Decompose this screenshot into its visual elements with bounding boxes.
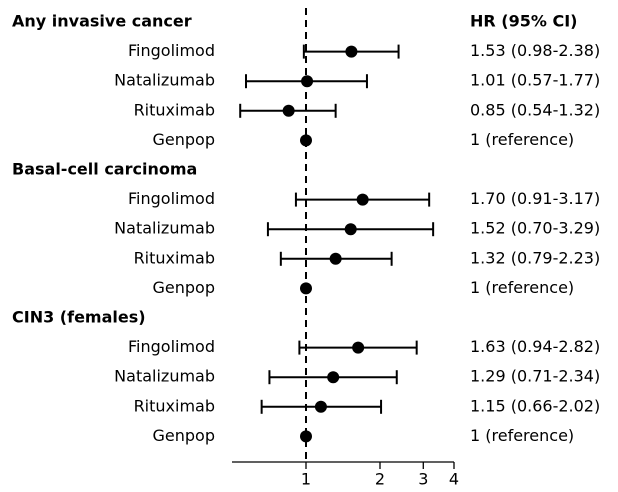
value-label: 1.29 (0.71-2.34) — [470, 367, 600, 386]
row-label: Genpop — [153, 130, 215, 149]
row-label: Fingolimod — [128, 189, 215, 208]
point — [300, 430, 312, 443]
point — [300, 282, 312, 295]
row-label: Fingolimod — [128, 41, 215, 60]
row-label: Rituximab — [134, 248, 215, 267]
value-label: 1.32 (0.79-2.23) — [470, 248, 600, 267]
point — [352, 341, 365, 354]
value-label: 1.15 (0.66-2.02) — [470, 396, 600, 415]
point — [314, 400, 327, 413]
x-tick-label: 1 — [301, 470, 311, 489]
point — [301, 75, 314, 88]
group-title: CIN3 (females) — [12, 308, 146, 327]
point — [356, 193, 369, 206]
value-label: 1.70 (0.91-3.17) — [470, 189, 600, 208]
x-tick-label: 3 — [418, 470, 428, 489]
group-title: Any invasive cancer — [12, 12, 192, 31]
value-label: 1 (reference) — [470, 426, 574, 445]
value-label: 1 (reference) — [470, 278, 574, 297]
value-label: 1 (reference) — [470, 130, 574, 149]
point — [345, 45, 358, 58]
point — [282, 104, 295, 117]
column-header: HR (95% CI) — [470, 12, 577, 31]
row-label: Natalizumab — [114, 71, 215, 90]
point — [300, 134, 312, 147]
point — [344, 223, 357, 236]
row-label: Natalizumab — [114, 219, 215, 238]
group-title: Basal-cell carcinoma — [12, 160, 197, 179]
row-label: Rituximab — [134, 396, 215, 415]
value-label: 1.53 (0.98-2.38) — [470, 41, 600, 60]
value-label: 1.01 (0.57-1.77) — [470, 71, 600, 90]
point — [329, 252, 342, 265]
row-label: Rituximab — [134, 100, 215, 119]
row-label: Natalizumab — [114, 367, 215, 386]
value-label: 1.63 (0.94-2.82) — [470, 337, 600, 356]
row-label: Fingolimod — [128, 337, 215, 356]
row-label: Genpop — [153, 278, 215, 297]
point — [327, 371, 340, 384]
x-tick-label: 2 — [375, 470, 385, 489]
value-label: 1.52 (0.70-3.29) — [470, 219, 600, 238]
x-tick-label: 4 — [449, 470, 459, 489]
value-label: 0.85 (0.54-1.32) — [470, 100, 600, 119]
row-label: Genpop — [153, 426, 215, 445]
